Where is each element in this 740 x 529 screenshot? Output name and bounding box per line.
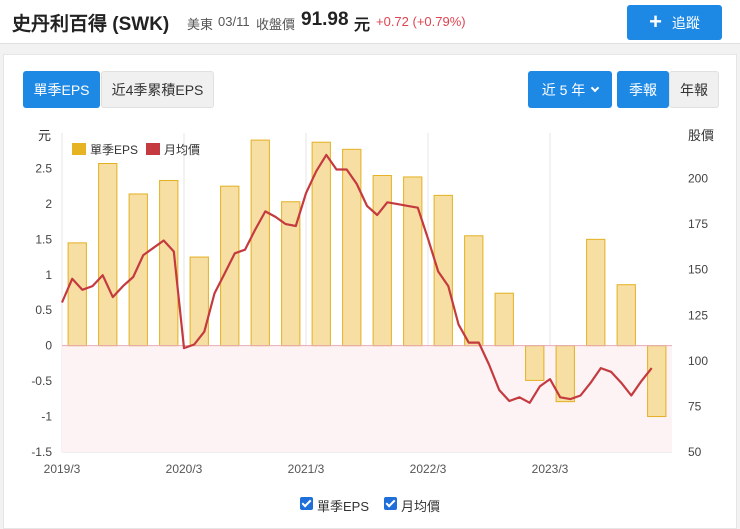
left-tick-label: 1.5 — [35, 232, 52, 246]
series-toggle-legend: 單季EPS 月均價 — [0, 493, 740, 515]
range-dropdown[interactable]: 近 5 年 — [528, 71, 612, 108]
price-unit: 元 — [354, 17, 371, 34]
eps-bar-2020Q3 — [250, 139, 270, 347]
eps-bar-2022Q3 — [494, 292, 514, 347]
eps-checkbox-label: 單季EPS — [317, 499, 370, 514]
right-tick-label: 175 — [688, 217, 708, 231]
track-button-label: 追蹤 — [671, 14, 700, 31]
x-tick-label: 2022/3 — [410, 462, 447, 476]
eps-bar-2023Q2 — [586, 238, 606, 347]
eps-bar-2019Q3 — [128, 193, 148, 347]
monthly-price-line — [60, 153, 653, 404]
tab-single-quarter-eps[interactable]: 單季EPS — [23, 71, 100, 108]
eps-bar-2021Q2 — [342, 148, 362, 347]
track-button[interactable]: + 追蹤 — [627, 5, 722, 40]
eps-bars — [67, 139, 667, 418]
price-change: +0.72 (+0.79%) — [376, 14, 466, 29]
eps-bar-2023Q3 — [616, 284, 636, 347]
legend-eps-label: 單季EPS — [90, 143, 138, 157]
legend-eps-swatch — [72, 143, 86, 155]
x-axis-ticks: 2019/3 2020/3 2021/3 2022/3 2023/3 — [44, 462, 569, 476]
eps-checkbox[interactable] — [300, 497, 313, 510]
stock-header: 史丹利百得 (SWK) 美東 03/11 收盤價 91.98 元 +0.72 (… — [0, 0, 740, 44]
eps-bar-2019Q2 — [98, 162, 118, 347]
left-axis-ticks: -1.5 -1 -0.5 0 0.5 1 1.5 2 2.5 — [31, 161, 52, 459]
eps-bar-2021Q4 — [403, 176, 423, 347]
close-price: 91.98 — [301, 9, 349, 30]
right-axis-title: 股價 — [688, 128, 714, 143]
x-tick-label: 2019/3 — [44, 462, 81, 476]
left-tick-label: 2.5 — [35, 161, 52, 175]
quote-date: 03/11 — [218, 14, 250, 29]
x-tick-label: 2021/3 — [288, 462, 325, 476]
negative-eps-band — [62, 345, 672, 452]
range-dropdown-label: 近 5 年 — [541, 81, 586, 98]
x-tick-label: 2023/3 — [532, 462, 569, 476]
eps-bar-2019Q1 — [67, 242, 87, 347]
left-tick-label: 1 — [45, 268, 52, 282]
left-axis-title: 元 — [38, 128, 51, 143]
legend-price-swatch — [146, 143, 160, 155]
eps-bar-2023Q4 — [647, 345, 667, 418]
legend-price-label: 月均價 — [164, 143, 200, 157]
eps-bar-2022Q2 — [464, 235, 484, 347]
price-checkbox-label: 月均價 — [401, 499, 441, 514]
price-label: 收盤價 — [256, 17, 296, 32]
right-tick-label: 150 — [688, 263, 708, 277]
tab-quarterly[interactable]: 季報 — [617, 71, 669, 108]
left-tick-label: -1 — [41, 410, 52, 424]
eps-bar-2022Q4 — [525, 345, 545, 381]
left-tick-label: 0.5 — [35, 303, 52, 317]
price-checkbox[interactable] — [384, 497, 397, 510]
left-tick-label: -0.5 — [31, 374, 52, 388]
right-axis-ticks: 50 75 100 125 150 175 200 — [688, 172, 708, 459]
left-tick-label: 0 — [45, 339, 52, 353]
left-tick-label: 2 — [45, 197, 52, 211]
tab-annual[interactable]: 年報 — [669, 71, 719, 108]
market-label: 美東 — [187, 17, 214, 32]
tab-cumulative-eps[interactable]: 近4季累積EPS — [101, 71, 214, 108]
eps-bar-2021Q3 — [372, 175, 392, 347]
eps-bar-2020Q2 — [220, 185, 240, 347]
right-tick-label: 200 — [688, 172, 708, 186]
right-tick-label: 125 — [688, 308, 708, 322]
plus-icon: + — [649, 8, 662, 34]
eps-bar-2020Q1 — [189, 256, 209, 347]
left-tick-label: -1.5 — [31, 445, 52, 459]
x-tick-label: 2020/3 — [166, 462, 203, 476]
right-tick-label: 100 — [688, 354, 708, 368]
stock-name: 史丹利百得 (SWK) — [12, 14, 170, 35]
right-tick-label: 75 — [688, 399, 702, 413]
right-tick-label: 50 — [688, 445, 702, 459]
